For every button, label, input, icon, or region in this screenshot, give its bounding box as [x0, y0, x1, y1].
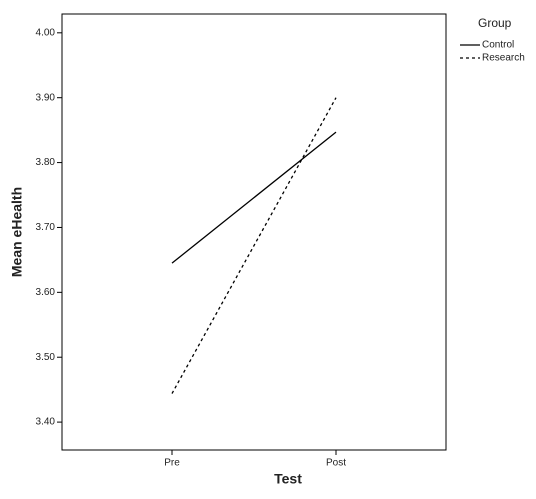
y-tick-label: 3.50 — [36, 352, 56, 363]
y-axis-label: Mean eHealth — [9, 187, 25, 277]
y-tick-label: 3.60 — [36, 287, 56, 298]
x-tick-label: Post — [326, 458, 346, 469]
y-tick-label: 3.80 — [36, 157, 56, 168]
y-tick-label: 3.90 — [36, 92, 56, 103]
y-tick-label: 4.00 — [36, 27, 56, 38]
x-axis-label: Test — [274, 471, 302, 487]
legend-title: Group — [478, 16, 512, 30]
y-tick-label: 3.70 — [36, 222, 56, 233]
series-line — [171, 97, 337, 394]
x-tick-label: Pre — [164, 458, 180, 469]
series-line — [171, 131, 337, 264]
y-tick-label: 3.40 — [36, 417, 56, 428]
legend-label: Research — [482, 53, 525, 64]
legend-label: Control — [482, 40, 514, 51]
plot-frame — [61, 13, 447, 451]
